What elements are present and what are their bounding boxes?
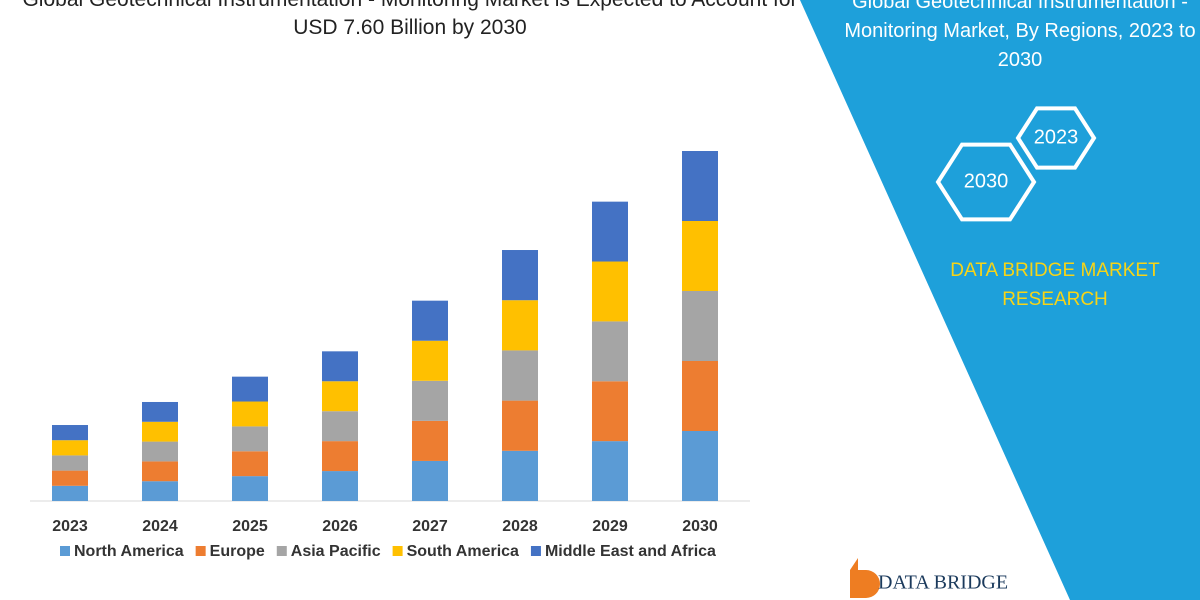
bar-segment <box>232 476 268 501</box>
bar-segment <box>592 201 628 262</box>
bar-segment <box>412 420 448 461</box>
hexagon-label: 2023 <box>1034 126 1079 148</box>
side-panel-bg <box>800 0 1200 600</box>
bar-segment <box>142 461 178 482</box>
bar-segment <box>592 261 628 322</box>
bar-segment <box>682 291 718 361</box>
bar-segment <box>412 380 448 421</box>
legend-swatch <box>530 546 541 556</box>
hexagon <box>935 142 1037 222</box>
hexagon-label: 2030 <box>964 170 1009 192</box>
legend-swatch <box>195 546 206 556</box>
bar-segment <box>322 411 358 442</box>
legend-swatch <box>392 546 403 556</box>
legend-label: North America <box>74 543 184 560</box>
bar-segment <box>592 441 628 501</box>
brand: DATA BRIDGE MARKET RESEARCH <box>950 260 1160 310</box>
bar-segment <box>232 426 268 452</box>
bar-segment <box>52 470 88 486</box>
logo-text: DATA BRIDGE <box>878 572 1008 594</box>
bar-segment <box>502 350 538 401</box>
bar-segment <box>322 441 358 472</box>
bar-segment <box>232 376 268 402</box>
bar-segment <box>232 451 268 477</box>
bar-segment <box>592 381 628 442</box>
chart-title: Global Geotechnical Instrumentation - Mo… <box>22 0 797 39</box>
bar-segment <box>52 425 88 441</box>
x-tick-label: 2027 <box>412 518 448 535</box>
x-tick-label: 2030 <box>682 518 718 535</box>
bar-segment <box>682 221 718 291</box>
bar-segment <box>142 421 178 442</box>
bar-segment <box>322 381 358 412</box>
bar-segment <box>502 300 538 351</box>
bar-segment <box>52 455 88 471</box>
bar-segment <box>142 481 178 501</box>
bar-segment <box>682 431 718 501</box>
bar-segment <box>412 340 448 381</box>
x-tick-label: 2028 <box>502 518 538 535</box>
x-tick-label: 2023 <box>52 518 88 535</box>
bar-segment <box>502 400 538 451</box>
bar-segment <box>232 401 268 427</box>
panel-title: Global Geotechnical Instrumentation - Mo… <box>844 0 1196 71</box>
bar-segment <box>592 321 628 382</box>
bar-segment <box>502 450 538 501</box>
bar-segment <box>322 351 358 382</box>
bar-segment <box>52 440 88 456</box>
bar-segment <box>412 460 448 501</box>
hexagon <box>1015 106 1097 170</box>
legend-label: Europe <box>210 543 265 560</box>
x-tick-label: 2029 <box>592 518 628 535</box>
x-tick-label: 2024 <box>142 518 178 535</box>
bar-segment <box>52 485 88 501</box>
bar-segment <box>682 361 718 431</box>
bar-segment <box>682 151 718 221</box>
logo-icon <box>850 558 880 598</box>
legend-swatch <box>276 546 287 556</box>
legend-label: South America <box>407 543 519 560</box>
bar-segment <box>142 401 178 422</box>
bar-segment <box>412 300 448 341</box>
x-tick-label: 2025 <box>232 518 268 535</box>
legend-label: Asia Pacific <box>291 543 381 560</box>
bar-segment <box>322 471 358 501</box>
legend-swatch <box>60 546 70 556</box>
legend-label: Middle East and Africa <box>545 543 716 560</box>
bar-segment <box>142 441 178 462</box>
x-tick-label: 2026 <box>322 518 358 535</box>
bar-segment <box>502 250 538 301</box>
